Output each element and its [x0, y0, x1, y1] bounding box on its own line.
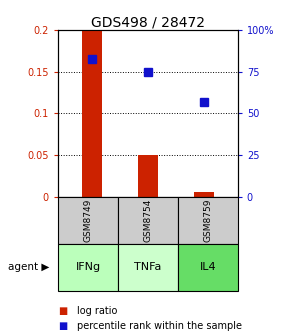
- Bar: [82, 30, 101, 197]
- Text: log ratio: log ratio: [77, 306, 117, 316]
- Title: GDS498 / 28472: GDS498 / 28472: [91, 15, 205, 29]
- Text: TNFa: TNFa: [134, 262, 162, 272]
- Bar: [194, 193, 214, 197]
- Bar: [138, 155, 158, 197]
- Text: IFNg: IFNg: [75, 262, 101, 272]
- Text: IL4: IL4: [200, 262, 216, 272]
- Text: percentile rank within the sample: percentile rank within the sample: [77, 321, 242, 331]
- Text: GSM8749: GSM8749: [84, 198, 93, 242]
- Text: ■: ■: [58, 321, 67, 331]
- Text: ■: ■: [58, 306, 67, 316]
- Text: GSM8754: GSM8754: [143, 198, 153, 242]
- Text: agent ▶: agent ▶: [8, 262, 49, 272]
- Text: GSM8759: GSM8759: [203, 198, 212, 242]
